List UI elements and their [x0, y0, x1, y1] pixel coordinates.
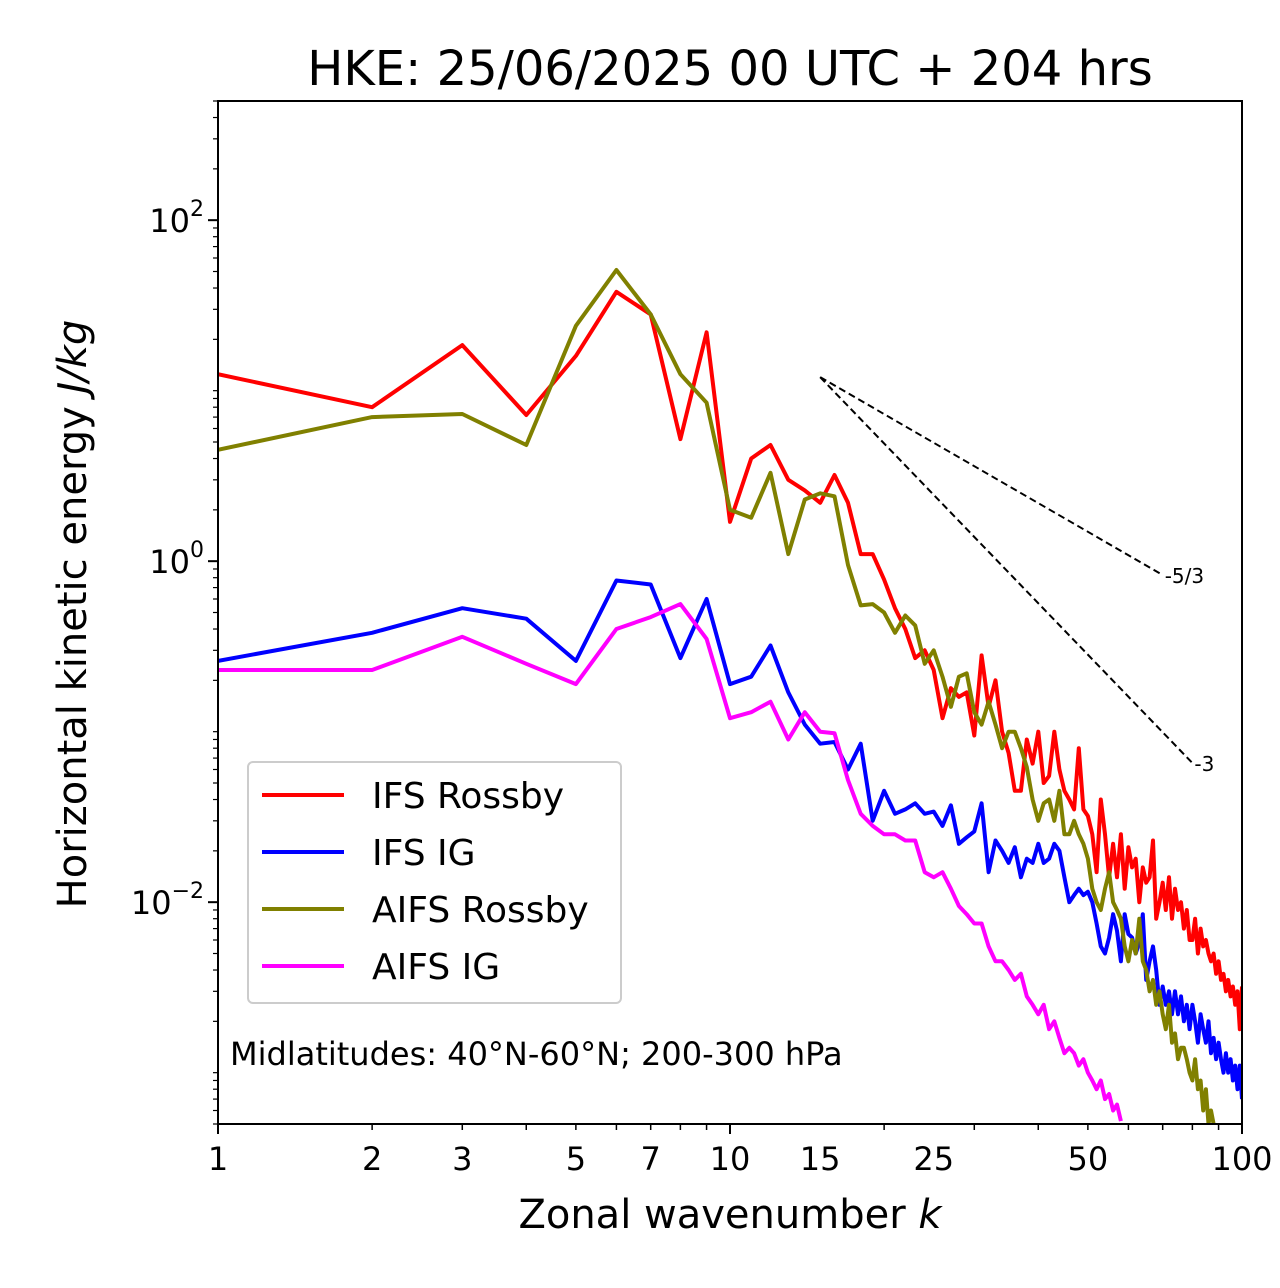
chart-title: HKE: 25/06/2025 00 UTC + 204 hrs — [307, 41, 1153, 97]
series-line-aifs-ig — [218, 602, 1123, 1122]
y-axis-title: Horizontal kinetic energy J/kg — [50, 320, 96, 909]
y-tick-label: 10−2 — [131, 879, 204, 922]
series-line-ifs-ig — [218, 578, 1242, 1100]
legend-label-aifs-ig: AIFS IG — [372, 947, 500, 988]
slope-reference-line — [819, 376, 1194, 764]
x-tick-label: 7 — [641, 1140, 661, 1178]
x-axis-title: Zonal wavenumber k — [518, 1192, 943, 1238]
x-tick-label: 50 — [1068, 1140, 1109, 1178]
legend-label-ifs-ig: IFS IG — [372, 833, 476, 874]
y-axis-title-main: Horizontal kinetic energy — [50, 394, 96, 909]
legend-label-aifs-rossby: AIFS Rossby — [372, 890, 589, 931]
slope-label: -3 — [1194, 752, 1214, 776]
slope-label: -5/3 — [1165, 564, 1204, 588]
x-tick-label: 15 — [800, 1140, 841, 1178]
legend-items: IFS Rossby IFS IG AIFS Rossby AIFS IG — [262, 776, 589, 988]
x-tick-label: 1 — [208, 1140, 228, 1178]
legend-box — [247, 761, 622, 1004]
x-tick-label: 25 — [913, 1140, 954, 1178]
region-annotation: Midlatitudes: 40°N-60°N; 200-300 hPa — [230, 1035, 843, 1073]
y-axis-title-unit: J/kg — [50, 320, 96, 401]
legend-label-ifs-rossby: IFS Rossby — [372, 776, 564, 817]
y-tick-labels: 102 100 10−2 — [131, 197, 204, 922]
x-tick-label: 3 — [452, 1140, 472, 1178]
x-tick-label: 5 — [566, 1140, 586, 1178]
x-axis-title-main: Zonal wavenumber — [518, 1192, 918, 1238]
x-axis-title-var: k — [918, 1192, 943, 1238]
x-tick-labels: 1 2 3 5 7 10 15 25 50 100 — [208, 1140, 1273, 1178]
slope-reference-lines: -5/3 -3 — [819, 376, 1214, 776]
y-tick-label: 100 — [149, 538, 204, 581]
x-tick-label: 2 — [362, 1140, 382, 1178]
series-lines — [218, 268, 1242, 1124]
series-line-ifs-rossby — [218, 289, 1242, 1032]
legend: IFS Rossby IFS IG AIFS Rossby AIFS IG — [247, 761, 622, 1004]
x-tick-label: 10 — [710, 1140, 751, 1178]
y-tick-label: 102 — [149, 197, 204, 240]
x-tick-label: 100 — [1211, 1140, 1272, 1178]
series-line-aifs-rossby — [218, 268, 1216, 1124]
plot-frame — [217, 100, 1243, 1125]
